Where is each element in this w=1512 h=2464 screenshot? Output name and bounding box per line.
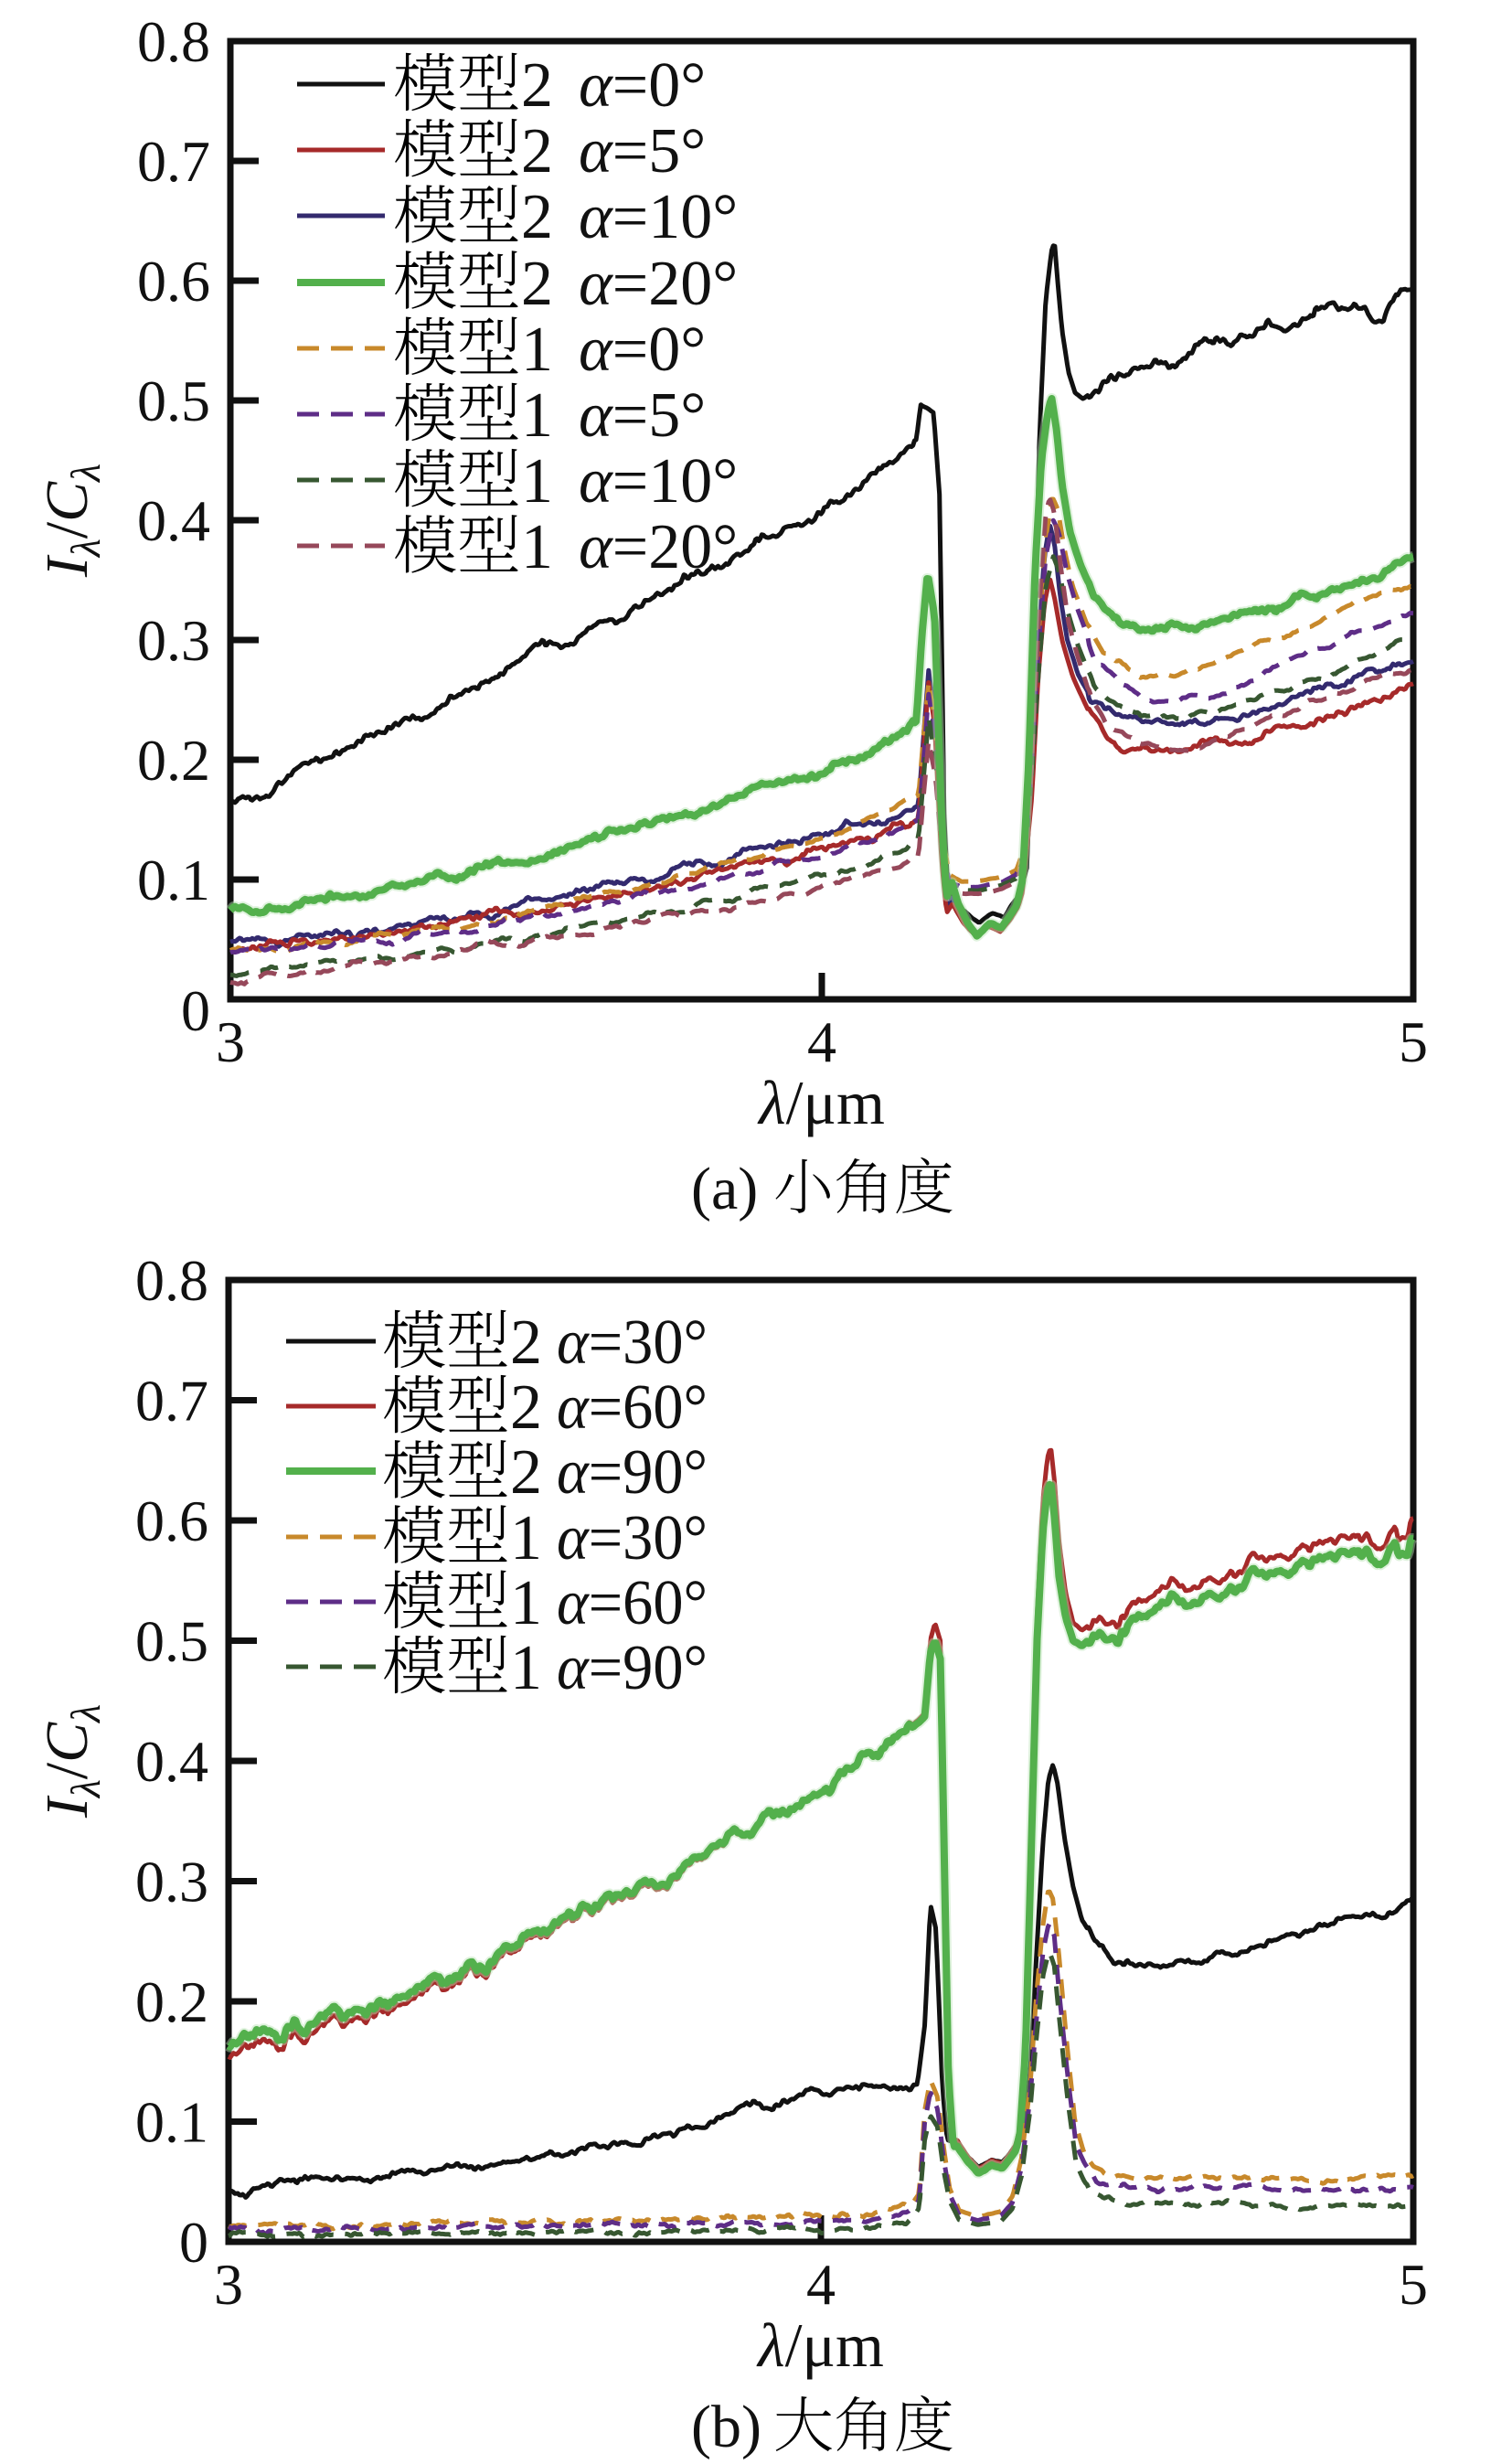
svg-text:0: 0: [179, 2210, 208, 2275]
svg-text:0.3: 0.3: [137, 608, 210, 673]
svg-text:5: 5: [1399, 1009, 1428, 1074]
svg-text:2: 2: [521, 50, 553, 121]
svg-text:0.1: 0.1: [137, 848, 210, 912]
svg-text:α=5°: α=5°: [579, 380, 706, 451]
svg-text:α=5°: α=5°: [579, 116, 706, 187]
svg-text:0.7: 0.7: [137, 129, 210, 194]
svg-text:2: 2: [521, 182, 553, 252]
svg-text:α=0°: α=0°: [579, 50, 706, 121]
svg-text:2: 2: [510, 1307, 542, 1378]
svg-text:α=90°: α=90°: [557, 1437, 708, 1508]
svg-text:2: 2: [510, 1437, 542, 1508]
svg-text:(b): (b): [691, 2394, 761, 2460]
svg-text:0.5: 0.5: [137, 368, 210, 433]
svg-text:0.6: 0.6: [137, 249, 210, 314]
svg-text:3: 3: [214, 2252, 243, 2317]
svg-text:1: 1: [521, 380, 553, 451]
svg-text:1: 1: [510, 1568, 542, 1638]
svg-text:1: 1: [521, 512, 553, 582]
svg-text:1: 1: [510, 1503, 542, 1573]
svg-text:0.6: 0.6: [135, 1488, 208, 1553]
svg-text:0: 0: [181, 978, 210, 1043]
svg-text:0.3: 0.3: [135, 1850, 208, 1915]
svg-text:2: 2: [510, 1372, 542, 1443]
svg-text:5: 5: [1399, 2252, 1428, 2317]
svg-text:α=20°: α=20°: [579, 249, 738, 319]
svg-text:2: 2: [521, 116, 553, 187]
svg-text:1: 1: [521, 315, 553, 385]
svg-text:3: 3: [216, 1009, 245, 1074]
svg-text:Iλ/Cλ: Iλ/Cλ: [34, 1704, 109, 1819]
svg-text:0.8: 0.8: [137, 9, 210, 74]
svg-text:α=30°: α=30°: [557, 1307, 708, 1378]
svg-text:4: 4: [807, 1009, 836, 1074]
svg-text:α=0°: α=0°: [579, 315, 706, 385]
svg-text:(a): (a): [691, 1156, 758, 1222]
svg-text:4: 4: [806, 2252, 836, 2317]
svg-text:0.8: 0.8: [135, 1248, 208, 1313]
svg-text:α=60°: α=60°: [557, 1372, 708, 1443]
svg-text:α=10°: α=10°: [579, 182, 738, 252]
svg-text:2: 2: [521, 249, 553, 319]
svg-text:α=20°: α=20°: [579, 512, 738, 582]
svg-text:λ/μm: λ/μm: [757, 1068, 885, 1137]
svg-text:0.7: 0.7: [135, 1369, 208, 1434]
svg-text:0.4: 0.4: [137, 488, 210, 553]
svg-text:α=90°: α=90°: [557, 1633, 708, 1703]
svg-text:0.2: 0.2: [137, 728, 210, 793]
svg-text:λ/μm: λ/μm: [756, 2310, 884, 2380]
svg-text:α=10°: α=10°: [579, 446, 738, 517]
svg-text:Iλ/Cλ: Iλ/Cλ: [34, 464, 109, 578]
svg-text:0.1: 0.1: [135, 2090, 208, 2155]
svg-text:0.2: 0.2: [135, 1969, 208, 2034]
svg-text:1: 1: [510, 1633, 542, 1703]
svg-text:1: 1: [521, 446, 553, 517]
svg-text:α=30°: α=30°: [557, 1503, 708, 1573]
svg-text:α=60°: α=60°: [557, 1568, 708, 1638]
svg-text:0.4: 0.4: [135, 1729, 208, 1794]
svg-text:0.5: 0.5: [135, 1609, 208, 1674]
